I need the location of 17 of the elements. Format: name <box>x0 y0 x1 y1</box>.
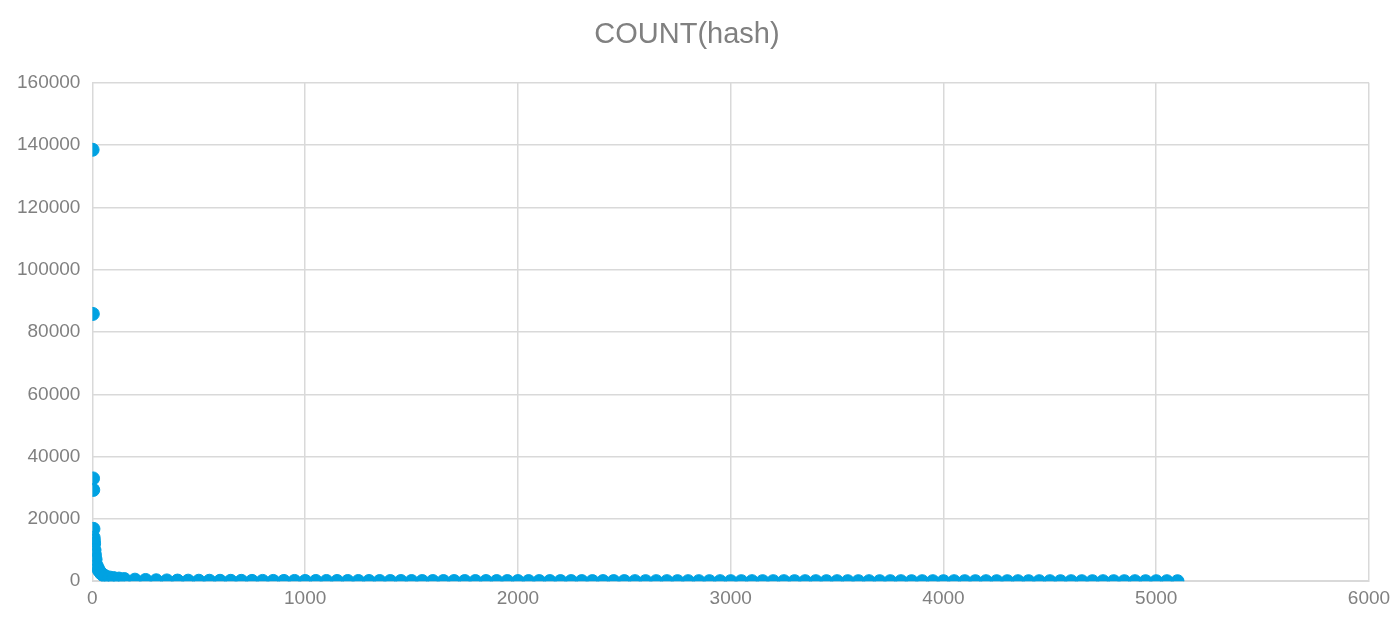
x-tick-label: 0 <box>87 586 98 608</box>
y-tick-label: 0 <box>69 569 81 591</box>
x-tick-label: 3000 <box>709 586 752 608</box>
y-tick-label: 60000 <box>27 382 81 404</box>
chart-title: COUNT(hash) <box>594 17 780 50</box>
x-tick-label: 6000 <box>1347 586 1391 608</box>
y-tick-label: 80000 <box>27 320 81 342</box>
y-tick-label: 140000 <box>17 133 81 155</box>
x-tick-label: 5000 <box>1135 586 1178 608</box>
y-tick-label: 40000 <box>27 444 81 466</box>
x-tick-label: 4000 <box>922 586 965 608</box>
x-tick-label: 1000 <box>284 586 327 608</box>
y-tick-label: 120000 <box>17 195 81 217</box>
y-tick-label: 100000 <box>17 257 81 279</box>
y-tick-label: 20000 <box>27 507 81 529</box>
y-tick-label: 160000 <box>17 71 81 93</box>
x-tick-label: 2000 <box>496 586 540 608</box>
